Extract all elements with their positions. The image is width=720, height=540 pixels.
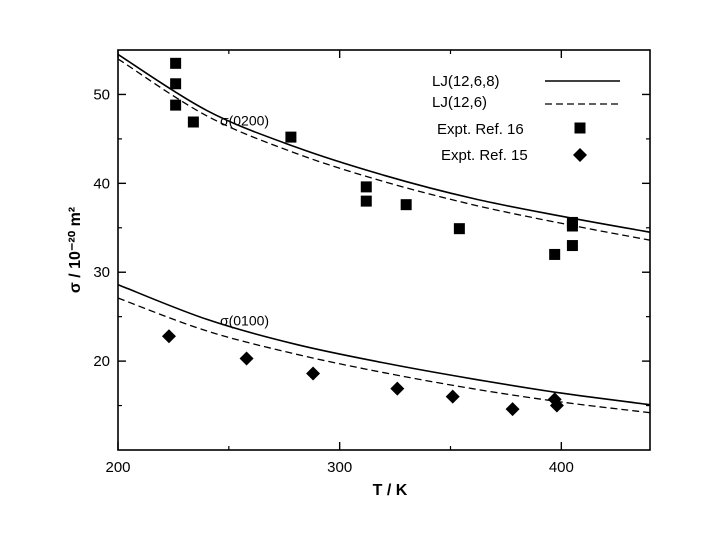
- x-axis-title: T / K: [373, 482, 408, 499]
- y-tick-label: 50: [93, 86, 110, 103]
- x-tick-label: 300: [327, 459, 352, 476]
- legend-swatch-diamond: [573, 148, 587, 162]
- data-point-diamond: [390, 381, 405, 396]
- annotation-sigma-0100: σ(0100): [220, 313, 269, 329]
- y-axis: 20 30 40 50: [93, 86, 650, 407]
- data-point-square: [285, 131, 297, 143]
- series-line-lj-12-6-8-0100: [117, 283, 651, 406]
- data-point-diamond: [549, 398, 564, 413]
- data-point-square: [566, 220, 578, 232]
- x-tick-label: 200: [105, 459, 130, 476]
- legend-label-lj-12-6-8: LJ(12,6,8): [432, 73, 500, 90]
- plot-area: [117, 49, 651, 451]
- data-point-square: [170, 99, 182, 111]
- series-line-lj-12-6-8-0200: [117, 53, 651, 233]
- data-point-square: [170, 57, 182, 69]
- data-point-square: [170, 78, 182, 90]
- data-point-square: [549, 248, 561, 260]
- x-tick-label: 400: [549, 459, 574, 476]
- series-line-lj-12-6-0200: [117, 58, 651, 241]
- data-point-diamond: [306, 366, 321, 381]
- series-layer: [117, 53, 651, 417]
- x-axis: 200 300 400: [105, 50, 574, 476]
- legend-label-expt-ref-16: Expt. Ref. 16: [437, 121, 524, 138]
- data-point-square: [187, 116, 199, 128]
- annotation-layer: σ(0200) σ(0100): [220, 113, 269, 329]
- y-tick-label: 20: [93, 353, 110, 370]
- series-line-lj-12-6-0100: [117, 297, 651, 414]
- data-point-diamond: [445, 389, 460, 404]
- legend-swatch-square: [574, 122, 586, 134]
- data-point-diamond: [239, 351, 254, 366]
- legend-label-lj-12-6: LJ(12,6): [432, 94, 487, 111]
- data-point-square: [453, 223, 465, 235]
- y-tick-label: 30: [93, 264, 110, 281]
- legend: LJ(12,6,8) LJ(12,6) Expt. Ref. 16 Expt. Ref…: [432, 73, 620, 164]
- annotation-sigma-0200: σ(0200): [220, 113, 269, 129]
- data-point-square: [360, 181, 372, 193]
- y-tick-label: 40: [93, 175, 110, 192]
- data-point-square: [566, 240, 578, 252]
- legend-label-expt-ref-15: Expt. Ref. 15: [441, 147, 528, 164]
- data-point-square: [360, 195, 372, 207]
- plot-frame: [117, 49, 651, 451]
- data-point-square: [400, 199, 412, 211]
- data-point-diamond: [505, 402, 520, 417]
- data-point-diamond: [161, 329, 176, 344]
- y-axis-title: σ / 10⁻²⁰ m²: [67, 207, 84, 293]
